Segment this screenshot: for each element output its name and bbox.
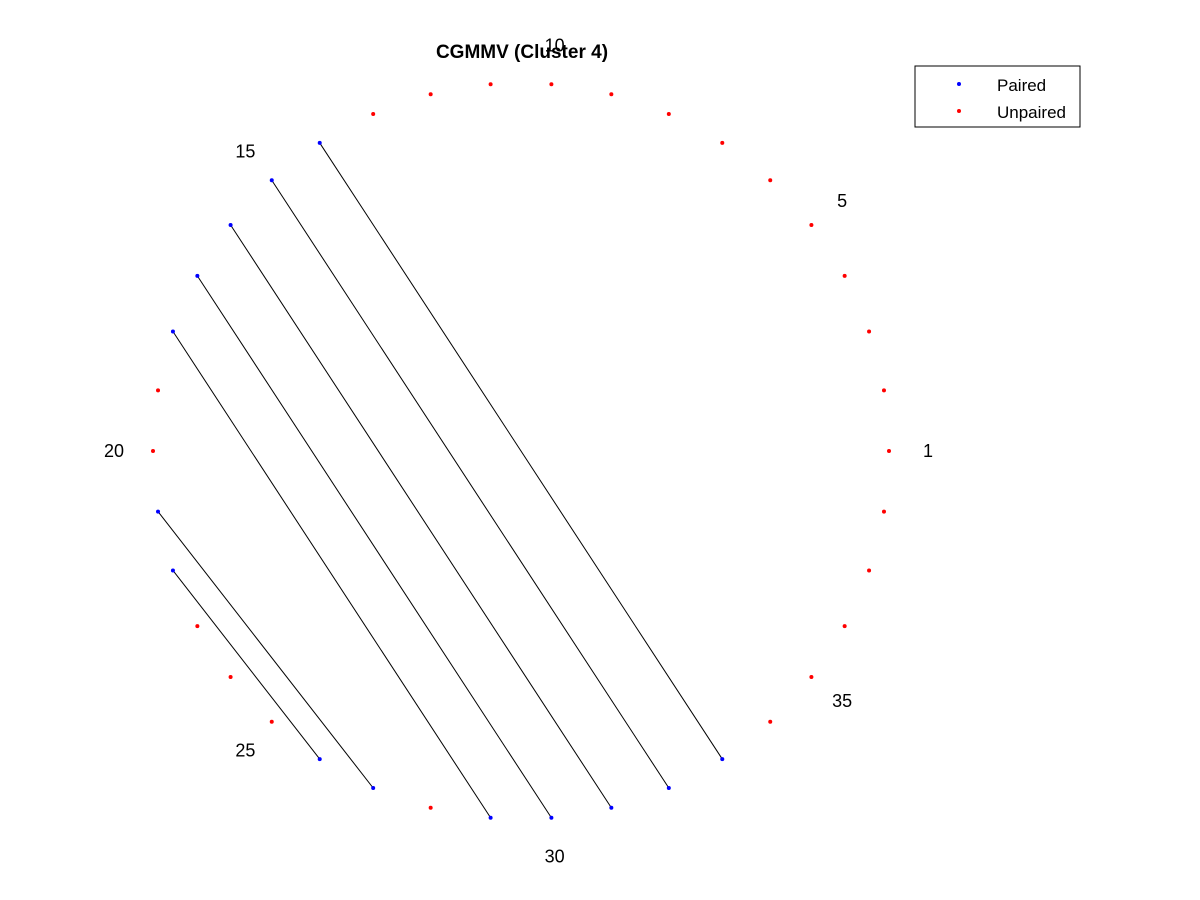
unpaired-point-7: [720, 140, 725, 145]
unpaired-point-12: [428, 92, 433, 97]
pair-line-14-33: [319, 142, 723, 760]
pair-lines: [157, 142, 723, 819]
paired-point-16: [228, 222, 233, 227]
unpaired-point-25: [269, 719, 274, 724]
legend-label-paired: Paired: [997, 76, 1046, 95]
position-points: [151, 82, 891, 820]
pair-line-16-31: [230, 224, 612, 809]
unpaired-point-35: [809, 675, 814, 680]
pair-line-21-27: [157, 511, 374, 789]
legend: Paired Unpaired: [914, 65, 1081, 128]
paired-point-29: [488, 815, 493, 820]
index-label-35: 35: [832, 691, 852, 711]
paired-point-33: [720, 757, 725, 762]
pair-line-22-26: [172, 570, 321, 760]
pair-line-17-30: [196, 275, 552, 819]
legend-marker-unpaired: [957, 109, 961, 113]
unpaired-point-2: [881, 388, 886, 393]
paired-point-26: [317, 757, 322, 762]
index-label-30: 30: [545, 847, 565, 867]
paired-point-30: [549, 815, 554, 820]
unpaired-point-19: [156, 388, 161, 393]
paired-point-31: [609, 805, 614, 810]
paired-point-21: [156, 509, 161, 514]
paired-point-17: [195, 273, 200, 278]
index-label-20: 20: [104, 441, 124, 461]
unpaired-point-9: [609, 92, 614, 97]
unpaired-point-1: [887, 449, 891, 453]
paired-point-32: [666, 786, 671, 791]
paired-point-15: [269, 178, 274, 183]
unpaired-point-24: [228, 675, 233, 680]
paired-point-27: [371, 786, 376, 791]
unpaired-point-20: [151, 449, 155, 453]
paired-point-14: [317, 140, 322, 145]
unpaired-point-34: [768, 719, 773, 724]
unpaired-point-3: [867, 329, 872, 334]
legend-marker-paired: [957, 82, 961, 86]
index-label-5: 5: [837, 191, 847, 211]
index-label-25: 25: [235, 740, 255, 760]
unpaired-point-11: [488, 82, 493, 87]
index-label-15: 15: [235, 142, 255, 162]
unpaired-point-5: [809, 222, 814, 227]
pair-line-18-29: [172, 331, 492, 819]
legend-box: [914, 65, 1081, 128]
legend-label-unpaired: Unpaired: [997, 103, 1066, 122]
pair-line-15-32: [271, 179, 670, 789]
unpaired-point-28: [428, 805, 433, 810]
unpaired-point-23: [195, 624, 200, 629]
unpaired-point-37: [867, 568, 872, 573]
paired-point-22: [170, 568, 175, 573]
unpaired-point-4: [842, 273, 847, 278]
unpaired-point-36: [842, 624, 847, 629]
index-label-1: 1: [923, 441, 933, 461]
unpaired-point-13: [371, 111, 376, 116]
index-label-10: 10: [545, 35, 565, 55]
paired-point-18: [170, 329, 175, 334]
chart-title: CGMMV (Cluster 4): [436, 42, 608, 63]
unpaired-point-10: [549, 82, 554, 87]
unpaired-point-6: [768, 178, 773, 183]
unpaired-point-38: [881, 509, 886, 514]
unpaired-point-8: [666, 111, 671, 116]
